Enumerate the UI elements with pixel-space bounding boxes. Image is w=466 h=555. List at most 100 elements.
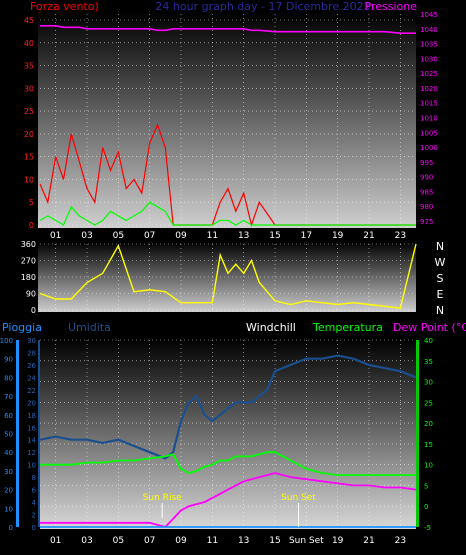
- bottom-xtick: 01: [50, 536, 61, 546]
- bottom-xtick: 11: [207, 536, 218, 546]
- wind-ytick: 15: [24, 153, 34, 162]
- chart-center-title: 24 hour graph day - 17 Dicembre 2023: [155, 0, 370, 13]
- temperature-ytick: 10: [424, 462, 433, 470]
- wind-ytick: 30: [24, 84, 34, 93]
- pressure-ytick: 975: [420, 218, 433, 226]
- wind-gust-line: [39, 201, 416, 226]
- bottom-xtick: 05: [113, 536, 124, 546]
- rain-ytick: 60: [4, 412, 13, 420]
- bottom-xtick: 21: [363, 536, 374, 546]
- direction-ytick: 90: [26, 290, 36, 299]
- humidity-ytick: 26: [27, 362, 36, 370]
- bottom-xtick: 23: [395, 536, 406, 546]
- temperature-ytick: 20: [424, 420, 433, 428]
- top-xtick: 01: [50, 231, 61, 241]
- humidity-ytick: 28: [27, 349, 36, 357]
- top-xtick: 03: [81, 231, 92, 241]
- compass-label: S: [437, 272, 444, 285]
- temperature-ytick: 30: [424, 379, 433, 387]
- pressure-ytick: 1045: [420, 11, 438, 19]
- pressure-ytick: 1035: [420, 41, 438, 49]
- compass-label: N: [436, 304, 444, 317]
- pressure-ytick: 1015: [420, 100, 438, 108]
- temperature-ytick: 0: [424, 503, 428, 511]
- humidity-ytick: 24: [27, 374, 36, 382]
- pressure-line: [40, 24, 416, 35]
- windchill-label: Windchill: [246, 321, 296, 334]
- wind-ytick: 25: [24, 107, 34, 116]
- pressure-ytick: 1030: [420, 55, 438, 63]
- rain-ytick: 40: [4, 449, 13, 457]
- compass-label: W: [435, 256, 446, 269]
- umidita-label: Umidita: [68, 321, 111, 334]
- temperature-ytick: 40: [424, 337, 433, 345]
- humidity-ytick: 10: [27, 462, 36, 470]
- bottom-xtick: 15: [269, 536, 280, 546]
- top-xtick: 11: [207, 231, 218, 241]
- top-plot-area: [38, 12, 416, 228]
- temperature-ytick: 35: [424, 358, 433, 366]
- top-xtick: 07: [144, 231, 155, 241]
- temperatura-label: Temperatura: [312, 321, 383, 334]
- direction-ytick: 270: [21, 257, 36, 266]
- chart-right-title: Pressione: [365, 0, 418, 13]
- humidity-ytick: 20: [27, 399, 36, 407]
- rain-ytick: 0: [9, 524, 13, 532]
- direction-ytick: 0: [31, 306, 36, 315]
- dewpoint-label: Dew Point (°C): [393, 321, 466, 334]
- wind-ytick: 5: [29, 198, 34, 207]
- humidity-ytick: 4: [32, 499, 37, 507]
- humidity-ytick: 8: [32, 474, 36, 482]
- temperature-ytick: -5: [424, 524, 431, 532]
- direction-plot-area: [38, 242, 416, 312]
- humidity-axis-bar: [38, 340, 40, 527]
- top-xtick: 23: [395, 231, 406, 241]
- pioggia-label: Pioggia: [2, 321, 42, 334]
- rain-axis-bar: [16, 340, 19, 527]
- rain-ytick: 10: [4, 505, 13, 513]
- compass-label: N: [436, 240, 444, 253]
- bottom-plot-area: [40, 338, 416, 529]
- bottom-xtick: 13: [238, 536, 249, 546]
- humidity-ytick: 16: [27, 424, 36, 432]
- wind-ytick: 45: [24, 16, 34, 25]
- pressure-ytick: 995: [420, 159, 433, 167]
- top-xtick: 09: [175, 231, 187, 241]
- rain-ytick: 70: [4, 393, 13, 401]
- dewpoint-line: [40, 472, 417, 529]
- bottom-xtick: 19: [332, 536, 344, 546]
- direction-ytick: 180: [21, 273, 36, 282]
- rain-ytick: 50: [4, 431, 13, 439]
- pressure-ytick: 990: [420, 174, 433, 182]
- bottom-xtick: 09: [175, 536, 187, 546]
- temperature-line: [40, 451, 416, 477]
- wind-direction-line: [39, 243, 417, 309]
- wind-ytick: 10: [24, 175, 34, 184]
- humidity-line: [39, 354, 417, 460]
- humidity-ytick: 18: [27, 412, 36, 420]
- bottom-xtick: 07: [144, 536, 155, 546]
- pressure-ytick: 1025: [420, 70, 438, 78]
- pressure-ytick: 985: [420, 188, 433, 196]
- rain-ytick: 90: [4, 356, 13, 364]
- bottom-xtick: 03: [81, 536, 92, 546]
- humidity-ytick: 0: [32, 524, 36, 532]
- humidity-ytick: 22: [27, 387, 36, 395]
- top-xtick: 15: [269, 231, 280, 241]
- humidity-ytick: 14: [27, 437, 36, 445]
- sunrise-label: Sun Rise: [143, 493, 182, 503]
- rain-ytick: 30: [4, 468, 13, 476]
- chart-left-title: Forza vento): [30, 0, 99, 13]
- pressure-ytick: 1005: [420, 129, 438, 137]
- top-xtick: 17: [301, 231, 312, 241]
- wind-ytick: 0: [29, 221, 34, 230]
- rain-ytick: 100: [0, 337, 13, 345]
- wind-ytick: 20: [24, 130, 34, 139]
- top-xtick: 19: [332, 231, 344, 241]
- direction-ytick: 360: [21, 240, 36, 249]
- top-xtick: 21: [363, 231, 374, 241]
- top-xtick: 13: [238, 231, 249, 241]
- temperature-ytick: 15: [424, 441, 433, 449]
- pressure-ytick: 1020: [420, 85, 438, 93]
